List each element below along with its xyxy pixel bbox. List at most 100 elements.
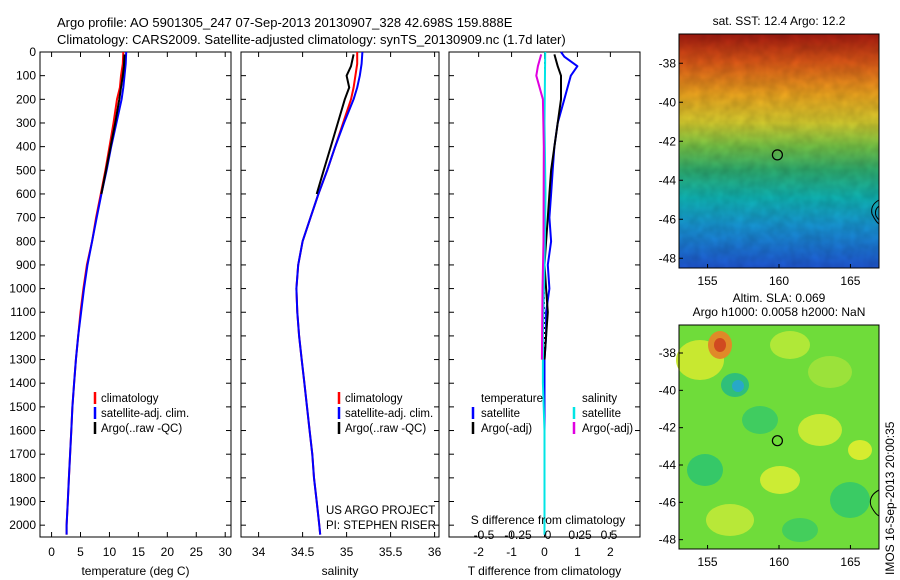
difference-profile-panel: -2 -1 0 1 2 T difference from climatology	[448, 51, 641, 578]
series-line	[543, 54, 562, 360]
series-line	[100, 54, 126, 195]
salinity-profile-panel: 34 34.5 35 35.5 36 salinity	[240, 51, 442, 578]
series-line	[315, 54, 355, 195]
x-tick-label: 5	[77, 545, 84, 559]
y-tick-label: -42	[659, 134, 677, 148]
legend-label-t-satellite: satellite	[481, 408, 520, 420]
y-tick-label: 1200	[9, 329, 36, 343]
x-tick-label: 15	[132, 545, 146, 559]
y-tick-label: 1400	[9, 376, 36, 390]
y-tick-label: 700	[16, 211, 36, 225]
y-tick-label: 100	[16, 69, 36, 83]
y-tick-label: 800	[16, 234, 36, 248]
legend-label-t-argo: Argo(-adj)	[481, 423, 532, 435]
s-axis-tick-label: -0.5	[474, 528, 495, 542]
y-tick-label: 1100	[10, 305, 36, 319]
x-tick-label: 10	[103, 545, 117, 559]
legend-label-satellite: satellite-adj. clim.	[345, 408, 433, 420]
s-axis-tick-label: 0.5	[601, 528, 618, 542]
header-line-1: Argo profile: AO 5901305_247 07-Sep-2013…	[57, 15, 513, 30]
y-tick-label: 1300	[9, 353, 36, 367]
series-line	[535, 54, 545, 360]
y-tick-label: 500	[16, 163, 36, 177]
legend-label-argo: Argo(..raw -QC)	[345, 423, 426, 435]
sla-map	[676, 324, 880, 550]
sst-map-title: sat. SST: 12.4 Argo: 12.2	[713, 14, 846, 28]
y-tick-label: -42	[659, 421, 677, 435]
sst-map-texture	[679, 34, 879, 268]
y-tick-label: 1800	[9, 471, 36, 485]
x-tick-label: 1	[574, 545, 581, 559]
x-tick-label: 35.5	[379, 545, 403, 559]
coastline	[869, 489, 880, 517]
y-tick-label: 300	[16, 116, 36, 130]
y-tick-label: -38	[659, 346, 677, 360]
sst-map-axes: 155 160 165 -38 -40 -42 -44 -46 -48	[659, 56, 861, 288]
s-axis-tick-label: -0.25	[504, 528, 532, 542]
y-tick-label: -48	[659, 251, 677, 265]
x-tick-label: -1	[506, 545, 517, 559]
y-tick-label: -46	[659, 212, 677, 226]
salinity-legend: climatology satellite-adj. clim. Argo(..…	[337, 392, 433, 435]
y-tick-label: 400	[16, 140, 36, 154]
series-line	[543, 51, 579, 535]
y-tick-label: 900	[16, 258, 36, 272]
s-axis-tick-label: 0	[545, 528, 552, 542]
pi-credit: PI: STEPHEN RISER	[326, 520, 436, 532]
y-tick-label: 1500	[9, 400, 36, 414]
sla-map-subtitle: Argo h1000: 0.0058 h2000: NaN	[693, 305, 866, 319]
legend-label-s-argo: Argo(-adj)	[582, 423, 633, 435]
y-tick-label: -44	[659, 458, 677, 472]
coastline	[871, 199, 880, 225]
s-axis-tick-label: 0.25	[568, 528, 592, 542]
x-tick-label: 20	[161, 545, 175, 559]
y-tick-label: 600	[16, 187, 36, 201]
temperature-legend: climatology satellite-adj. clim. Argo(..…	[93, 392, 189, 435]
y-tick-label: 1600	[9, 424, 36, 438]
plot-frame	[240, 51, 440, 538]
legend-group-temperature-title: temperature	[481, 393, 543, 405]
x-tick-label: 34	[252, 545, 266, 559]
coastline-inner	[874, 205, 880, 221]
sla-map-axes: 155 160 165 -38 -40 -42 -44 -46 -48	[659, 346, 861, 569]
y-tick-label: -46	[659, 495, 677, 509]
y-tick-label: -48	[659, 533, 677, 547]
legend-group-salinity-title: salinity	[582, 393, 617, 405]
y-tick-label: -40	[659, 383, 677, 397]
y-tick-label: -38	[659, 56, 677, 70]
x-axis-label: salinity	[322, 564, 359, 578]
y-tick-label: -40	[659, 95, 677, 109]
sst-map	[678, 33, 880, 269]
x-tick-label: 165	[840, 555, 860, 569]
header-line-2: Climatology: CARS2009. Satellite-adjuste…	[57, 32, 566, 47]
difference-legend: temperature satellite Argo(-adj) salinit…	[471, 393, 633, 435]
plot-frame	[39, 51, 232, 538]
legend-label-climatology: climatology	[345, 393, 403, 405]
y-tick-label: 200	[16, 92, 36, 106]
x-tick-label: 165	[840, 274, 860, 288]
x-tick-label: 0	[541, 545, 548, 559]
legend-label-climatology: climatology	[101, 393, 159, 405]
series-line	[295, 51, 364, 535]
series-line	[65, 51, 128, 535]
x-tick-label: 160	[769, 274, 789, 288]
project-credit: US ARGO PROJECT	[326, 505, 435, 517]
y-tick-label: 1000	[9, 282, 36, 296]
argo-position-marker	[771, 435, 784, 447]
x-tick-label: 30	[219, 545, 233, 559]
x-tick-label: 155	[698, 274, 718, 288]
legend-label-argo: Argo(..raw -QC)	[101, 423, 182, 435]
sla-map-title: Altim. SLA: 0.069	[733, 291, 826, 305]
x-tick-label: 155	[698, 555, 718, 569]
series-line	[541, 51, 547, 535]
x-tick-label: 25	[190, 545, 204, 559]
s-axis-tick-labels: -0.5 -0.25 0 0.25 0.5	[474, 528, 618, 542]
series-line	[295, 52, 359, 535]
timestamp: IMOS 16-Sep-2013 20:00:35	[883, 421, 897, 575]
x-tick-label: 36	[428, 545, 442, 559]
argo-position-marker	[771, 149, 784, 161]
x-tick-label: -2	[473, 545, 484, 559]
y-tick-label: 2000	[9, 518, 36, 532]
x-tick-label: 34.5	[291, 545, 315, 559]
